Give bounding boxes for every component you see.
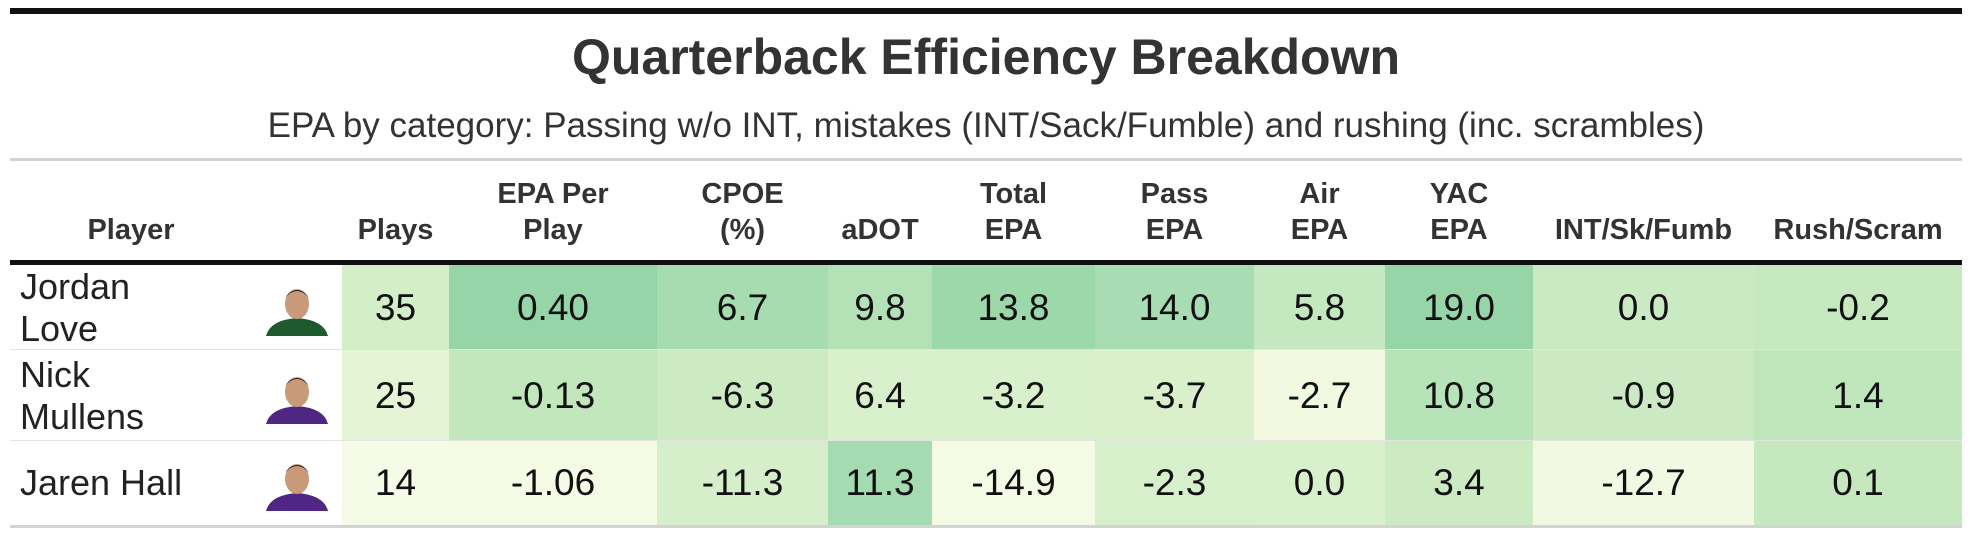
table-cell: 0.0 (1254, 441, 1385, 525)
player-headshot (262, 280, 332, 336)
column-header: YAC EPA (1429, 177, 1489, 246)
top-rule (10, 8, 1962, 14)
column-header: CPOE (%) (701, 177, 784, 246)
player-name: Jaren Hall (20, 462, 183, 504)
player-headshot (262, 368, 332, 424)
table-cell: 3.4 (1385, 441, 1533, 525)
table-cell: -2.7 (1254, 350, 1385, 441)
table-bottom-rule (10, 525, 1962, 528)
header-top-rule (10, 158, 1962, 161)
table-cell: -11.3 (657, 441, 828, 525)
player-headshot (262, 455, 332, 511)
column-header: Pass EPA (1140, 177, 1209, 246)
table-cell: 11.3 (828, 441, 932, 525)
table-cell: 9.8 (828, 265, 932, 350)
column-header: Air EPA (1290, 177, 1349, 246)
table-cell: -0.2 (1754, 265, 1962, 350)
table-cell: -0.9 (1533, 350, 1754, 441)
table-cell: 14.0 (1095, 265, 1254, 350)
table-cell: 0.0 (1533, 265, 1754, 350)
column-header: INT/Sk/Fumb (1554, 213, 1733, 246)
headshot-icon (266, 464, 328, 511)
column-header: Plays (357, 213, 434, 246)
table-cell: -12.7 (1533, 441, 1754, 525)
headshot-icon (266, 376, 328, 424)
table-cell: 10.8 (1385, 350, 1533, 441)
table-cell: 35 (342, 265, 449, 350)
column-header: Total EPA (979, 177, 1048, 246)
column-header: Rush/Scram (1773, 213, 1943, 246)
table-cell: 13.8 (932, 265, 1095, 350)
row-divider (10, 440, 1962, 441)
header-bottom-rule (10, 260, 1962, 265)
headshot-icon (266, 288, 328, 336)
table-cell: 19.0 (1385, 265, 1533, 350)
subtitle: EPA by category: Passing w/o INT, mistak… (267, 106, 1705, 145)
table-cell: 6.7 (657, 265, 828, 350)
column-header: Player (87, 213, 175, 246)
table-cell: -3.7 (1095, 350, 1254, 441)
table-cell: 25 (342, 350, 449, 441)
table-cell: -3.2 (932, 350, 1095, 441)
column-header: EPA Per Play (497, 177, 609, 246)
table-cell: -0.13 (449, 350, 657, 441)
table-cell: 0.1 (1754, 441, 1962, 525)
table-cell: 6.4 (828, 350, 932, 441)
player-name: Jordan Love (20, 266, 131, 349)
table-cell: -6.3 (657, 350, 828, 441)
row-divider (10, 349, 1962, 350)
table-cell: -2.3 (1095, 441, 1254, 525)
title: Quarterback Efficiency Breakdown (571, 29, 1401, 85)
table-cell: 1.4 (1754, 350, 1962, 441)
table-cell: -14.9 (932, 441, 1095, 525)
table-cell: 14 (342, 441, 449, 525)
table-cell: -1.06 (449, 441, 657, 525)
table-cell: 0.40 (449, 265, 657, 350)
table-cell: 5.8 (1254, 265, 1385, 350)
player-name: Nick Mullens (20, 354, 145, 437)
column-header: aDOT (841, 213, 919, 246)
